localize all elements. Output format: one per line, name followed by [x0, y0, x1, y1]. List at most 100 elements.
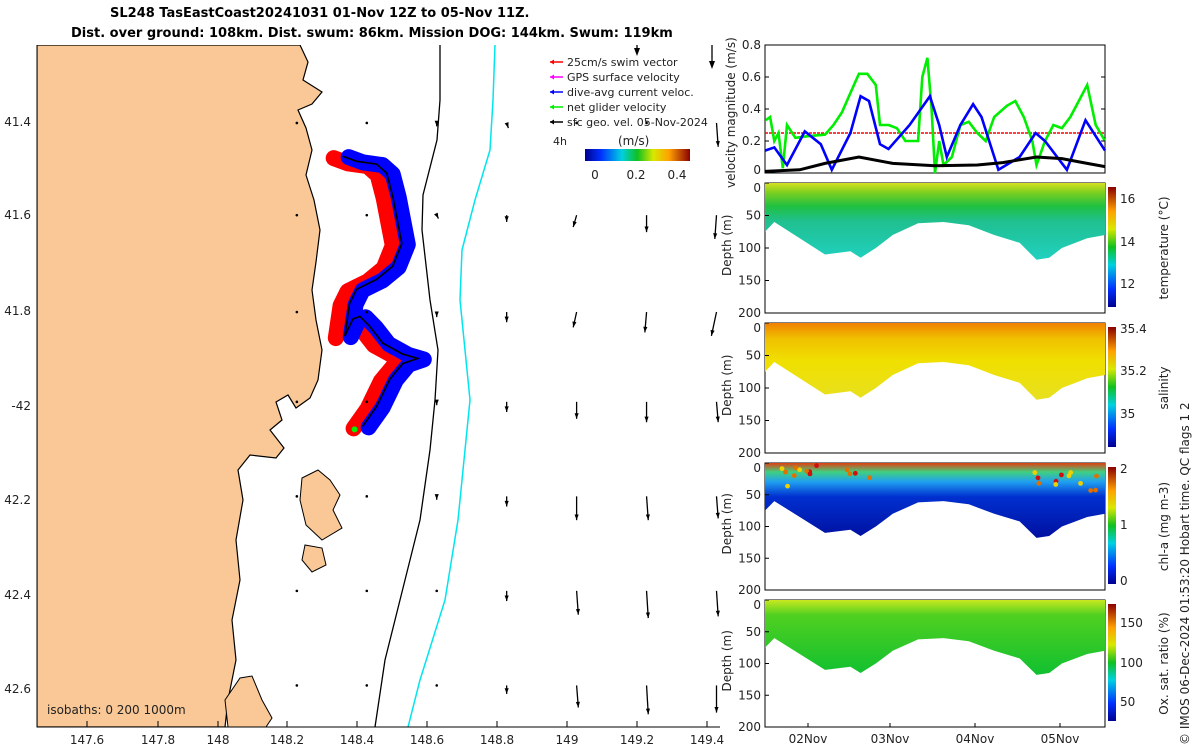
- chl-sample-dot: [867, 475, 872, 480]
- chl-sample-dot: [1036, 475, 1041, 480]
- section-y-tick-label: 200: [738, 306, 761, 320]
- map-y-tick-label: 42.4: [4, 588, 31, 602]
- legend-label: sfc geo. vel. 05-Nov-2024: [567, 116, 708, 129]
- chl-sample-dot: [853, 471, 858, 476]
- colorbar-tick-label: 0: [1120, 574, 1128, 588]
- geo-vector-dot: [365, 590, 368, 593]
- chl-sample-dot: [1053, 482, 1058, 487]
- section-y-tick-label: 150: [738, 274, 761, 288]
- velocity-ylabel: velocity magnitude (m/s): [724, 37, 738, 188]
- speed-colorbar-tick: 0.4: [667, 168, 686, 182]
- chl-sample-dot: [1036, 481, 1041, 486]
- geo-vector-dot: [296, 311, 299, 314]
- chl-sample-dot: [1078, 481, 1083, 486]
- chl-sample-dot: [845, 467, 850, 472]
- map-x-tick-label: 148: [207, 733, 230, 747]
- section-y-tick-label: 0: [753, 598, 761, 612]
- section-y-tick-label: 50: [746, 488, 761, 502]
- colorbar-label: salinity: [1157, 366, 1171, 409]
- velocity-y-tick-label: 0.4: [742, 102, 761, 116]
- map-y-tick-label: 41.8: [4, 304, 31, 318]
- colorbar-tick-label: 35.2: [1120, 364, 1147, 378]
- map-y-tick-label: 42.6: [4, 682, 31, 696]
- map-x-tick-label: 149.4: [690, 733, 724, 747]
- geo-vector-dot: [435, 590, 438, 593]
- map-y-tick-label: 41.6: [4, 208, 31, 222]
- figure: SL248 TasEastCoast20241031 01-Nov 12Z to…: [0, 0, 1200, 750]
- colorbar-label: chl-a (mg m-3): [1157, 482, 1171, 571]
- section-y-tick-label: 0: [753, 181, 761, 195]
- section-salinity: 050100150200Depth (m)35.435.235salinity: [720, 321, 1171, 460]
- geo-vector-dot: [365, 495, 368, 498]
- credit-text: © IMOS 06-Dec-2024 01:53:20 Hobart time.…: [1178, 402, 1192, 745]
- map-y-tick-label: 41.4: [4, 115, 31, 129]
- section-y-tick-label: 200: [738, 720, 761, 734]
- chl-sample-dot: [1088, 488, 1093, 493]
- section-y-tick-label: 100: [738, 381, 761, 395]
- section-temperature: 0 50 100 150 200 Depth (m) 16 14 12 temperature (…: [720, 181, 1171, 320]
- map-x-tick-label: 148.8: [480, 733, 514, 747]
- colorbar-title: (m/s): [618, 134, 649, 148]
- legend-label: GPS surface velocity: [567, 71, 680, 84]
- map-x-tick-label: 148.4: [340, 733, 374, 747]
- legend-label: net glider velocity: [567, 101, 667, 114]
- chl-sample-dot: [1094, 474, 1099, 479]
- section-y-tick-label: 0: [753, 321, 761, 335]
- chl-sample-dot: [797, 467, 802, 472]
- colorbar-label: temperature (°C): [1157, 197, 1171, 300]
- colorbar-tick-label: 150: [1120, 616, 1143, 630]
- colorbar-tick-label: 35.4: [1120, 322, 1147, 336]
- velocity-y-tick-label: 0.6: [742, 70, 761, 84]
- colorbar-tick-label: 14: [1120, 235, 1135, 249]
- chl-sample-dot: [814, 463, 819, 468]
- map-x-tick-label: 149.2: [620, 733, 654, 747]
- chl-sample-dot: [1067, 473, 1072, 478]
- section-ylabel: Depth (m): [720, 355, 734, 416]
- figure-title: SL248 TasEastCoast20241031 01-Nov 12Z to…: [110, 6, 529, 21]
- geo-vector-dot: [296, 684, 299, 687]
- speed-colorbar: [585, 149, 690, 161]
- section-panels: 050100150200Depth (m)161412 temperature (…: [720, 181, 1171, 734]
- geo-vector-dot: [365, 401, 368, 404]
- geo-vector-dot: [365, 214, 368, 217]
- chl-sample-dot: [780, 466, 785, 471]
- section-oxygen: 050100150200Depth (m)15010050 Ox. sat. ra…: [720, 598, 1171, 734]
- legend-note: 4h: [553, 135, 567, 148]
- chl-sample-dot: [1032, 470, 1037, 475]
- speed-colorbar-tick: 0: [591, 168, 599, 182]
- colorbar-label: Ox. sat. ratio (%): [1157, 612, 1171, 714]
- colorbar-tick-label: 2: [1120, 462, 1128, 476]
- section-y-tick-label: 100: [738, 241, 761, 255]
- geo-vector-dot: [365, 311, 368, 314]
- geo-vector-dot: [435, 684, 438, 687]
- velocity-panel: 0 0.2 0.4 0.6 0.8 velocity magnitude (m/s): [724, 37, 1105, 188]
- chl-sample-dot: [792, 473, 797, 478]
- speed-colorbar-tick: 0.2: [626, 168, 645, 182]
- section-ylabel: Depth (m): [720, 215, 734, 276]
- colorbar-chl-a: [1108, 467, 1116, 584]
- colorbar-oxygen: [1108, 604, 1116, 721]
- isobaths-label: isobaths: 0 200 1000m: [47, 703, 186, 717]
- section-y-tick-label: 150: [738, 688, 761, 702]
- velocity-y-tick-label: 0.2: [742, 134, 761, 148]
- colorbar-temperature: [1108, 187, 1116, 307]
- date-tick-label: 03Nov: [871, 732, 910, 746]
- legend-label: 25cm/s swim vector: [567, 56, 678, 69]
- chl-sample-dot: [1093, 488, 1098, 493]
- map-x-tick-label: 147.8: [141, 733, 175, 747]
- map-y-tick-label: 42.2: [4, 493, 31, 507]
- section-y-tick-label: 200: [738, 583, 761, 597]
- chl-sample-dot: [1059, 472, 1064, 477]
- map-x-tick-label: 148.6: [410, 733, 444, 747]
- colorbar-tick-label: 35: [1120, 407, 1135, 421]
- velocity-y-tick-label: 0: [753, 163, 761, 177]
- colorbar-tick-label: 16: [1120, 192, 1135, 206]
- geo-vector-dot: [296, 495, 299, 498]
- section-y-tick-label: 100: [738, 657, 761, 671]
- geo-vector-dot: [365, 684, 368, 687]
- velocity-y-tick-label: 0.8: [742, 38, 761, 52]
- section-y-tick-label: 50: [746, 625, 761, 639]
- colorbar-salinity: [1108, 327, 1116, 447]
- chl-sample-dot: [785, 484, 790, 489]
- section-chl-a: 050100150200Depth (m)210chl-a (mg m-3): [720, 461, 1171, 597]
